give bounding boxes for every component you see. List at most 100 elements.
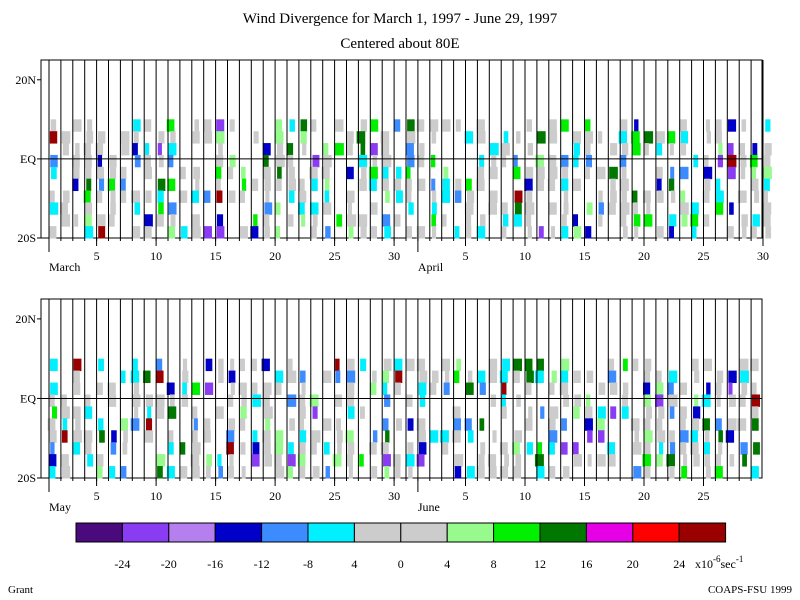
divergence-cell bbox=[610, 178, 616, 192]
divergence-cell bbox=[323, 154, 332, 168]
divergence-cell bbox=[621, 406, 629, 419]
divergence-cell bbox=[299, 430, 307, 443]
x-tick-label: 25 bbox=[698, 249, 710, 263]
divergence-cell bbox=[408, 202, 414, 215]
divergence-cell bbox=[120, 466, 127, 479]
divergence-cell bbox=[584, 418, 593, 431]
divergence-cell bbox=[515, 454, 522, 467]
divergence-cell bbox=[182, 370, 189, 384]
divergence-cell bbox=[643, 370, 651, 384]
day-strip bbox=[178, 166, 188, 239]
divergence-cell bbox=[61, 394, 67, 407]
divergence-cell bbox=[300, 131, 307, 144]
divergence-cell bbox=[393, 178, 402, 192]
colorbar-swatch bbox=[168, 522, 216, 543]
day-strip bbox=[630, 358, 642, 479]
divergence-cell bbox=[499, 466, 509, 479]
divergence-cell bbox=[669, 226, 675, 239]
divergence-cell bbox=[274, 454, 282, 467]
day-strip bbox=[274, 119, 285, 239]
divergence-cell bbox=[360, 406, 365, 419]
day-strip bbox=[416, 119, 426, 239]
divergence-cell bbox=[630, 418, 640, 431]
divergence-cell bbox=[680, 190, 686, 203]
divergence-cell bbox=[261, 358, 270, 372]
divergence-cell bbox=[704, 358, 712, 372]
divergence-cell bbox=[275, 226, 281, 239]
divergence-cell bbox=[131, 394, 141, 407]
divergence-cell bbox=[727, 418, 737, 431]
divergence-cell bbox=[405, 394, 413, 407]
day-strip bbox=[61, 394, 71, 479]
divergence-cell bbox=[668, 394, 678, 407]
divergence-cell bbox=[110, 442, 117, 455]
divergence-cell bbox=[61, 430, 68, 443]
divergence-cell bbox=[610, 143, 618, 156]
divergence-cell bbox=[380, 131, 390, 144]
divergence-cell bbox=[382, 418, 389, 431]
divergence-cell bbox=[534, 370, 544, 384]
divergence-cell bbox=[63, 190, 70, 203]
divergence-cell bbox=[753, 442, 760, 455]
divergence-cell bbox=[431, 202, 437, 215]
divergence-cell bbox=[551, 370, 557, 384]
divergence-cell bbox=[253, 131, 259, 144]
divergence-cell bbox=[241, 178, 247, 192]
divergence-cell bbox=[501, 202, 508, 215]
divergence-cell bbox=[526, 119, 533, 132]
divergence-cell bbox=[203, 430, 211, 443]
divergence-cell bbox=[72, 154, 80, 168]
divergence-cell bbox=[145, 394, 153, 407]
divergence-cell bbox=[179, 466, 188, 479]
divergence-cell bbox=[241, 166, 246, 180]
divergence-cell bbox=[380, 143, 390, 156]
day-strip bbox=[524, 358, 534, 455]
divergence-cell bbox=[597, 454, 606, 467]
divergence-cell bbox=[646, 406, 652, 419]
divergence-cell bbox=[84, 214, 92, 227]
divergence-cell bbox=[359, 454, 364, 467]
divergence-cell bbox=[429, 382, 437, 395]
divergence-cell bbox=[680, 202, 689, 215]
divergence-cell bbox=[586, 394, 591, 407]
day-strip bbox=[607, 358, 618, 467]
divergence-cell bbox=[382, 154, 392, 168]
divergence-cell bbox=[394, 119, 401, 132]
divergence-cell bbox=[464, 226, 472, 239]
day-strip bbox=[238, 358, 247, 479]
divergence-cell bbox=[49, 466, 56, 479]
day-strip bbox=[439, 358, 450, 455]
divergence-cell bbox=[728, 394, 736, 407]
divergence-cell bbox=[703, 442, 710, 455]
day-strip bbox=[47, 358, 58, 479]
divergence-cell bbox=[656, 131, 665, 144]
day-strip bbox=[120, 131, 130, 203]
divergence-cell bbox=[561, 358, 570, 372]
divergence-cell bbox=[584, 119, 591, 132]
divergence-cell bbox=[560, 119, 569, 132]
divergence-cell bbox=[169, 394, 175, 407]
divergence-cell bbox=[548, 430, 558, 443]
divergence-cell bbox=[669, 143, 674, 156]
divergence-cell bbox=[49, 131, 58, 144]
divergence-cell bbox=[750, 226, 757, 239]
divergence-cell bbox=[524, 178, 533, 192]
day-strip bbox=[298, 119, 308, 227]
divergence-cell bbox=[144, 166, 152, 180]
day-strip bbox=[107, 154, 117, 227]
divergence-cell bbox=[548, 382, 555, 395]
divergence-cell bbox=[655, 166, 663, 180]
day-strip bbox=[572, 131, 582, 239]
divergence-cell bbox=[143, 119, 152, 132]
divergence-cell bbox=[218, 466, 224, 479]
divergence-cell bbox=[501, 143, 510, 156]
divergence-cell bbox=[131, 190, 140, 203]
day-strip bbox=[321, 143, 332, 239]
divergence-cell bbox=[467, 430, 474, 443]
divergence-cell bbox=[525, 418, 533, 431]
divergence-cell bbox=[740, 370, 749, 384]
day-strip bbox=[429, 370, 439, 443]
divergence-cell bbox=[479, 382, 486, 395]
divergence-cell bbox=[204, 131, 213, 144]
divergence-cell bbox=[453, 370, 460, 384]
